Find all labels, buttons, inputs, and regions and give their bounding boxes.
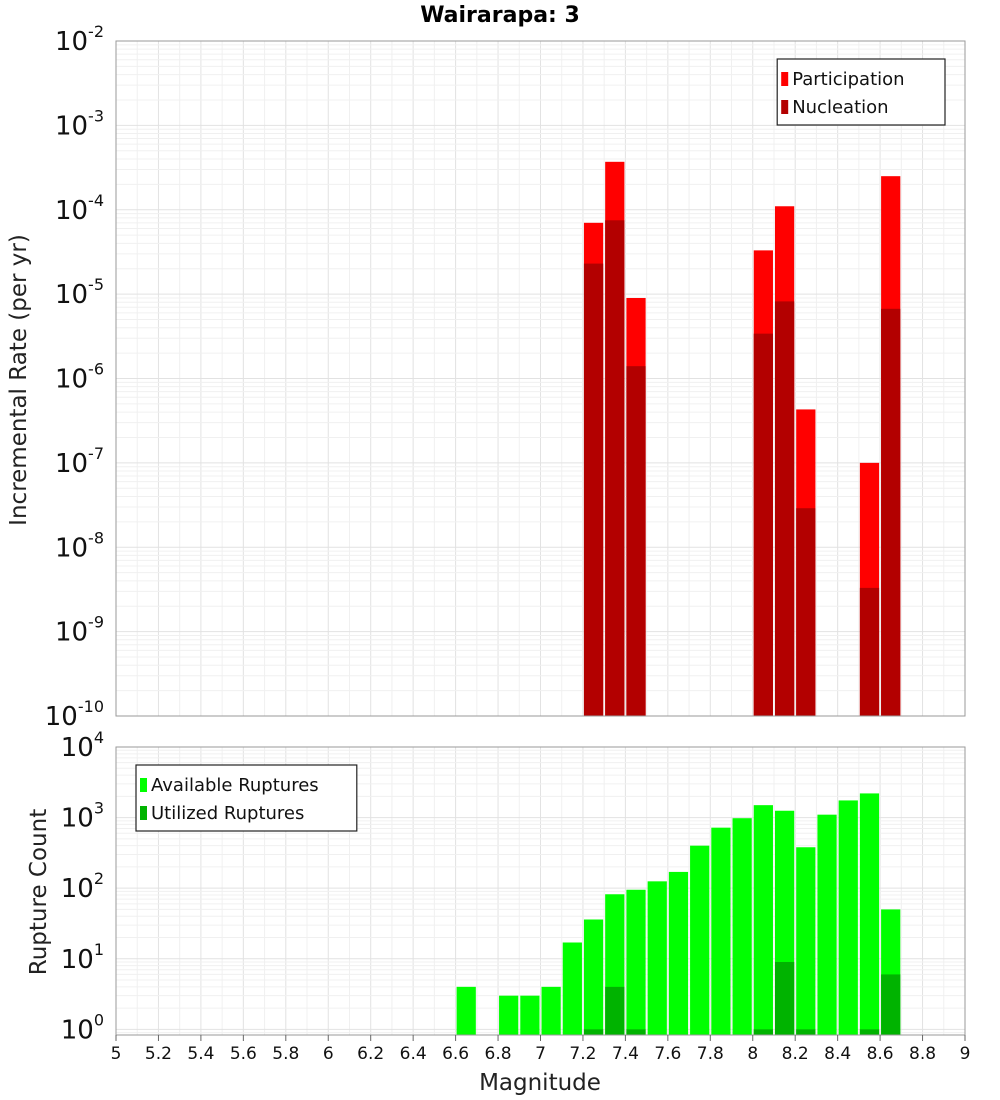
legend-swatch bbox=[140, 806, 147, 820]
y-tick-label: 10-7 bbox=[55, 444, 104, 479]
bar-nucleation bbox=[753, 333, 773, 716]
x-tick-label: 6.6 bbox=[442, 1044, 469, 1064]
legend-swatch bbox=[781, 100, 789, 114]
x-tick-label: 7.8 bbox=[697, 1044, 724, 1064]
x-tick-label: 6 bbox=[323, 1044, 334, 1064]
x-tick-label: 8.4 bbox=[824, 1044, 851, 1064]
bar-available-ruptures bbox=[859, 793, 880, 1035]
legend-box bbox=[135, 764, 358, 832]
x-tick-label: 5.2 bbox=[145, 1044, 172, 1064]
x-tick-label: 5.8 bbox=[272, 1044, 299, 1064]
bar-available-ruptures bbox=[562, 942, 582, 1035]
bar-available-ruptures bbox=[626, 889, 646, 1035]
bar-available-ruptures bbox=[711, 827, 731, 1035]
x-tick-label: 5.6 bbox=[230, 1044, 257, 1064]
plot-frame bbox=[115, 40, 966, 717]
bar-available-ruptures bbox=[456, 986, 476, 1035]
bar-available-ruptures bbox=[583, 919, 604, 1035]
bar-available-ruptures bbox=[796, 847, 816, 1035]
x-tick-label: 7.4 bbox=[612, 1044, 639, 1064]
bar-nucleation bbox=[859, 587, 880, 716]
bar-nucleation bbox=[774, 301, 795, 716]
x-tick-label: 6.4 bbox=[400, 1044, 427, 1064]
top-panel: 10-10 10-9 10-8 10-7 10-6 10-5 10-4 10-3 10-2 Par… bbox=[45, 22, 966, 732]
legend: Participation Nucleation bbox=[776, 58, 946, 126]
x-tick-label: 8.2 bbox=[782, 1044, 809, 1064]
y-tick-label: 10-3 bbox=[55, 106, 104, 141]
bar-utilized-ruptures bbox=[753, 1029, 773, 1035]
bar-available-ruptures bbox=[690, 845, 710, 1035]
bar-available-ruptures bbox=[499, 995, 519, 1035]
y-tick-label: 10-5 bbox=[55, 275, 104, 310]
x-tick-label: 9 bbox=[960, 1044, 971, 1064]
chart-title: Wairarapa: 3 bbox=[420, 3, 580, 28]
y-tick-label: 101 bbox=[61, 940, 104, 975]
bar-utilized-ruptures bbox=[626, 1029, 646, 1035]
x-tick-label: 7 bbox=[535, 1044, 546, 1064]
bar-available-ruptures bbox=[647, 881, 667, 1035]
bottom-panel: 100 101 102 103 104 Available Ruptures Utilize… bbox=[61, 728, 971, 1064]
x-tick-label: 7.2 bbox=[569, 1044, 596, 1064]
x-tick-label: 7.6 bbox=[654, 1044, 681, 1064]
x-axis-label: Magnitude bbox=[479, 1070, 601, 1096]
y-tick-label: 10-8 bbox=[55, 528, 104, 563]
bar-utilized-ruptures bbox=[881, 974, 901, 1035]
bar-utilized-ruptures bbox=[605, 986, 625, 1035]
y-tick-label: 10-9 bbox=[55, 613, 104, 648]
x-tick-label: 8 bbox=[747, 1044, 758, 1064]
bar-utilized-ruptures bbox=[583, 1029, 604, 1035]
legend-box bbox=[776, 58, 946, 126]
x-tick-label: 6.8 bbox=[485, 1044, 512, 1064]
bar-nucleation bbox=[796, 508, 816, 716]
bar-nucleation bbox=[881, 308, 901, 716]
bar-available-ruptures bbox=[520, 995, 540, 1035]
bar-nucleation bbox=[605, 220, 625, 717]
y-tick-label: 102 bbox=[61, 869, 104, 904]
legend-label: Nucleation bbox=[792, 97, 888, 118]
legend-label: Participation bbox=[792, 69, 904, 90]
bar-available-ruptures bbox=[668, 871, 689, 1035]
legend: Available Ruptures Utilized Ruptures bbox=[135, 764, 358, 832]
x-tick-label: 8.8 bbox=[909, 1044, 936, 1064]
legend-label: Available Ruptures bbox=[151, 775, 319, 796]
y-tick-label: 10-10 bbox=[45, 697, 104, 732]
top-y-axis-label: Incremental Rate (per yr) bbox=[6, 234, 32, 526]
x-tick-label: 8.6 bbox=[867, 1044, 894, 1064]
y-tick-label: 104 bbox=[61, 728, 104, 763]
bottom-y-axis-label: Rupture Count bbox=[26, 809, 52, 975]
bar-available-ruptures bbox=[838, 800, 858, 1035]
legend-swatch bbox=[140, 778, 147, 792]
legend-label: Utilized Ruptures bbox=[151, 803, 304, 824]
bar-nucleation bbox=[583, 263, 604, 716]
bar-utilized-ruptures bbox=[796, 1029, 816, 1035]
y-tick-label: 10-4 bbox=[55, 191, 104, 226]
bar-available-ruptures bbox=[732, 818, 752, 1035]
bar-nucleation bbox=[626, 366, 646, 716]
bar-utilized-ruptures bbox=[774, 961, 795, 1035]
bar-utilized-ruptures bbox=[859, 1029, 880, 1035]
x-tick-label: 5 bbox=[111, 1044, 122, 1064]
bar-available-ruptures bbox=[753, 805, 773, 1035]
x-tick-label: 5.4 bbox=[187, 1044, 214, 1064]
x-tick-label: 6.2 bbox=[357, 1044, 384, 1064]
bar-available-ruptures bbox=[817, 814, 837, 1035]
legend-swatch bbox=[781, 72, 789, 86]
y-tick-label: 103 bbox=[61, 799, 104, 834]
y-tick-label: 100 bbox=[61, 1010, 104, 1045]
y-tick-label: 10-6 bbox=[55, 360, 104, 395]
bar-available-ruptures bbox=[541, 986, 561, 1035]
y-tick-label: 10-2 bbox=[55, 22, 104, 57]
